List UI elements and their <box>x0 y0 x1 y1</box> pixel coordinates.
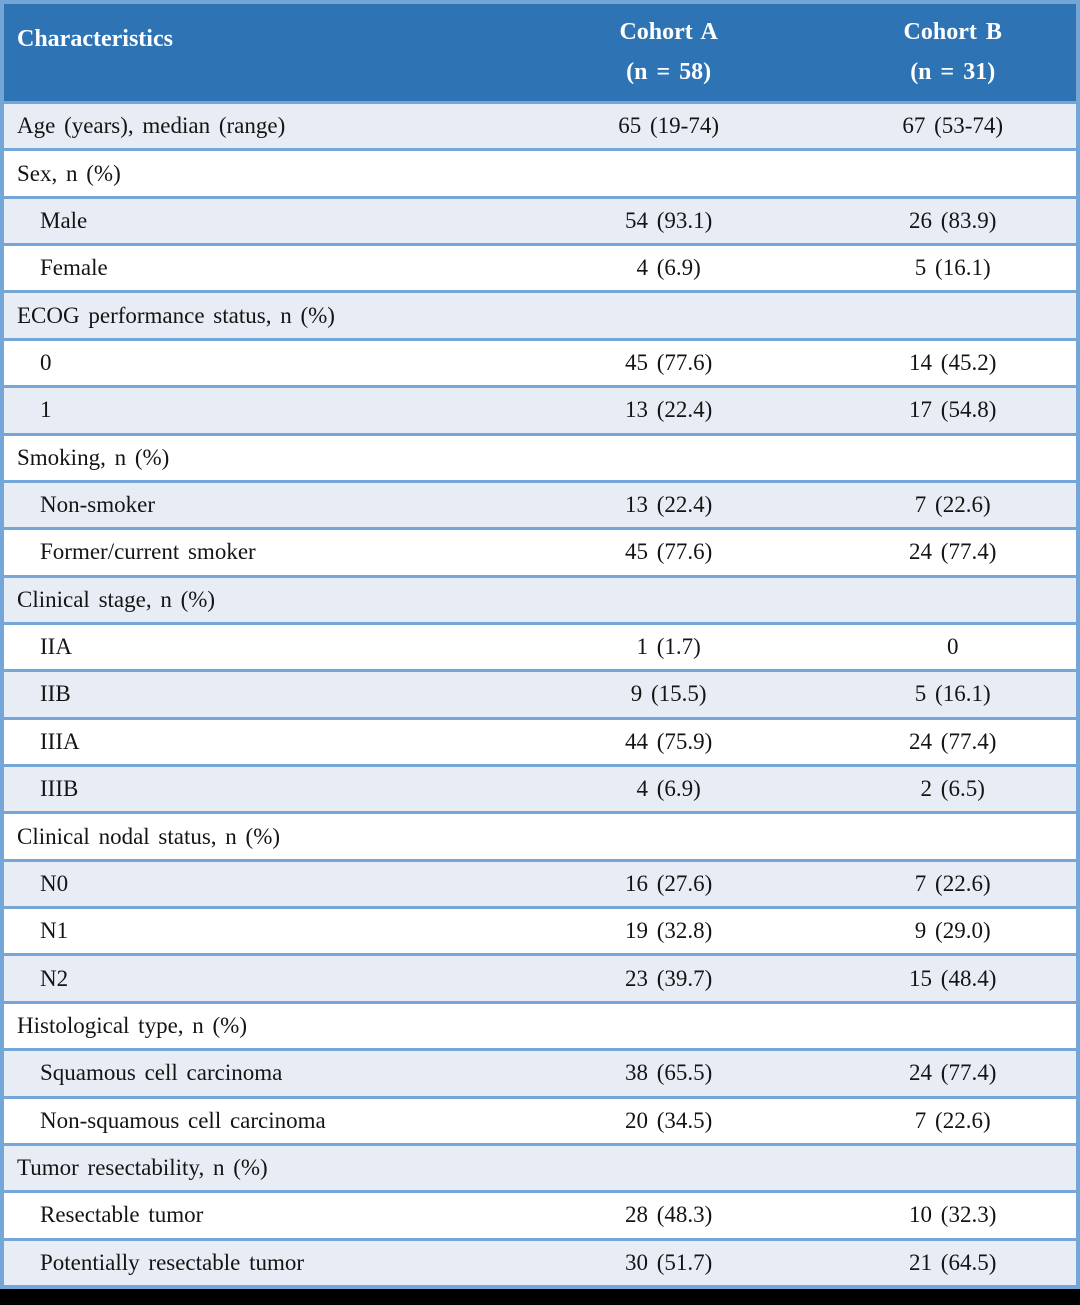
row-label: ECOG performance status, n (%) <box>17 302 335 328</box>
cohort-b-value: 24 (77.4) <box>909 728 997 754</box>
row-label: Histological type, n (%) <box>17 1013 248 1038</box>
table-row: IIA 1 (1.7) 0 <box>4 621 1076 670</box>
row-label: Smoking, n (%) <box>17 444 170 470</box>
header-cohort-a-n: (n = 58) <box>626 59 712 86</box>
row-label: IIA <box>40 634 72 660</box>
cohort-a-value: 13 (22.4) <box>624 397 713 423</box>
header-cohort-a: Cohort A (n = 58) <box>508 4 830 101</box>
cohort-a-value: 20 (34.5) <box>624 1107 713 1133</box>
table-row: IIB 9 (15.5) 5 (16.1) <box>4 669 1076 717</box>
table-row: Sex, n (%) <box>4 148 1076 196</box>
cohort-b-value: 5 (16.1) <box>914 255 991 281</box>
table-row: Clinical nodal status, n (%) <box>4 811 1076 859</box>
cohort-a-value: 13 (22.4) <box>624 492 713 518</box>
row-label: Squamous cell carcinoma <box>40 1060 283 1086</box>
row-label: Tumor resectability, n (%) <box>17 1155 268 1181</box>
cohort-b-value: 67 (53-74) <box>902 113 1004 139</box>
cohort-a-value: 19 (32.8) <box>624 918 713 944</box>
header-cohort-b-title: Cohort B <box>903 18 1002 45</box>
table-row: Former/current smoker 45 (77.6) 24 (77.4) <box>4 527 1076 575</box>
cohort-b-value: 7 (22.6) <box>914 1107 991 1133</box>
cohort-a-value: 4 (6.9) <box>636 255 701 281</box>
table-row: Smoking, n (%) <box>4 432 1076 480</box>
row-label: N1 <box>40 918 69 944</box>
cohort-b-value: 7 (22.6) <box>914 492 991 518</box>
table-row: Potentially resectable tumor 30 (51.7) 21 … <box>4 1237 1076 1285</box>
cohort-b-value: 24 (77.4) <box>909 539 997 565</box>
cohort-a-value: 54 (93.1) <box>624 207 713 233</box>
cohort-b-value: 24 (77.4) <box>909 1060 997 1086</box>
cohort-a-value: 44 (75.9) <box>624 728 713 754</box>
cohort-b-value: 10 (32.3) <box>909 1202 997 1228</box>
row-label: N2 <box>40 965 69 991</box>
row-label: Non-smoker <box>40 492 155 518</box>
table-row: IIIB 4 (6.9) 2 (6.5) <box>4 764 1076 812</box>
table-row: Histological type, n (%) <box>4 1000 1076 1049</box>
cohort-a-value: 16 (27.6) <box>624 870 713 896</box>
row-label: Sex, n (%) <box>17 160 121 186</box>
bottom-bar <box>0 1289 1080 1305</box>
cohort-b-value: 15 (48.4) <box>909 965 997 991</box>
table-row: Squamous cell carcinoma 38 (65.5) 24 (77.4… <box>4 1048 1076 1096</box>
row-label: Clinical nodal status, n (%) <box>17 823 281 849</box>
cohort-a-value: 38 (65.5) <box>624 1060 713 1086</box>
row-label: IIIA <box>40 728 80 754</box>
table-row: ECOG performance status, n (%) <box>4 290 1076 338</box>
cohort-a-value: 45 (77.6) <box>624 539 713 565</box>
row-label: Former/current smoker <box>40 539 256 565</box>
cohort-a-value: 23 (39.7) <box>624 965 713 991</box>
table-row: Non-squamous cell carcinoma 20 (34.5) 7 (2… <box>4 1095 1076 1143</box>
table-row: IIIA 44 (75.9) 24 (77.4) <box>4 716 1076 765</box>
table-row: 0 45 (77.6) 14 (45.2) <box>4 337 1076 386</box>
cohort-b-value: 7 (22.6) <box>914 870 991 896</box>
cohort-a-value: 30 (51.7) <box>624 1249 713 1275</box>
cohort-b-value: 9 (29.0) <box>914 918 991 944</box>
header-cohort-b-n: (n = 31) <box>910 59 996 86</box>
header-characteristics-label: Characteristics <box>17 25 173 52</box>
cohort-b-value: 21 (64.5) <box>909 1249 997 1275</box>
header-cohort-a-title: Cohort A <box>619 18 718 45</box>
row-label: 1 <box>40 397 52 423</box>
table-body: Age (years), median (range) 65 (19-74) 67 … <box>4 101 1076 1285</box>
row-label: N0 <box>40 870 69 896</box>
row-label: Potentially resectable tumor <box>40 1249 305 1275</box>
cohort-a-value: 4 (6.9) <box>636 776 701 802</box>
row-label: Clinical stage, n (%) <box>17 586 216 612</box>
table-row: N0 16 (27.6) 7 (22.6) <box>4 858 1076 907</box>
row-label: IIIB <box>40 776 79 802</box>
cohort-a-value: 45 (77.6) <box>624 349 713 375</box>
cohort-b-value: 26 (83.9) <box>909 207 997 233</box>
row-label: Male <box>40 207 88 233</box>
table-row: Resectable tumor 28 (48.3) 10 (32.3) <box>4 1190 1076 1238</box>
row-label: Age (years), median (range) <box>17 113 286 139</box>
table-row: Male 54 (93.1) 26 (83.9) <box>4 195 1076 244</box>
cohort-b-value: 17 (54.8) <box>909 397 997 423</box>
table-row: Clinical stage, n (%) <box>4 574 1076 622</box>
header-cohort-b: Cohort B (n = 31) <box>829 4 1076 101</box>
row-label: IIB <box>40 681 71 707</box>
cohort-a-value: 28 (48.3) <box>624 1202 713 1228</box>
row-label: 0 <box>40 349 52 375</box>
row-label: Resectable tumor <box>40 1202 204 1228</box>
cohort-b-value: 0 <box>946 634 959 660</box>
cohort-a-value: 9 (15.5) <box>630 681 707 707</box>
table-header: Characteristics Cohort A (n = 58) Cohort… <box>4 4 1076 101</box>
table-row: N2 23 (39.7) 15 (48.4) <box>4 953 1076 1001</box>
row-label: Female <box>40 255 108 281</box>
header-characteristics: Characteristics <box>4 4 508 101</box>
table-row: Non-smoker 13 (22.4) 7 (22.6) <box>4 479 1076 528</box>
table-row: Age (years), median (range) 65 (19-74) 67 … <box>4 101 1076 149</box>
cohort-b-value: 14 (45.2) <box>909 349 997 375</box>
table-row: Tumor resectability, n (%) <box>4 1142 1076 1191</box>
cohort-a-value: 1 (1.7) <box>636 634 701 660</box>
row-label: Non-squamous cell carcinoma <box>40 1107 326 1133</box>
table-row: 1 13 (22.4) 17 (54.8) <box>4 385 1076 433</box>
table-row: N1 19 (32.8) 9 (29.0) <box>4 906 1076 954</box>
cohort-b-value: 2 (6.5) <box>920 776 985 802</box>
cohort-a-value: 65 (19-74) <box>618 113 719 139</box>
table-row: Female 4 (6.9) 5 (16.1) <box>4 243 1076 291</box>
cohort-b-value: 5 (16.1) <box>914 681 991 707</box>
